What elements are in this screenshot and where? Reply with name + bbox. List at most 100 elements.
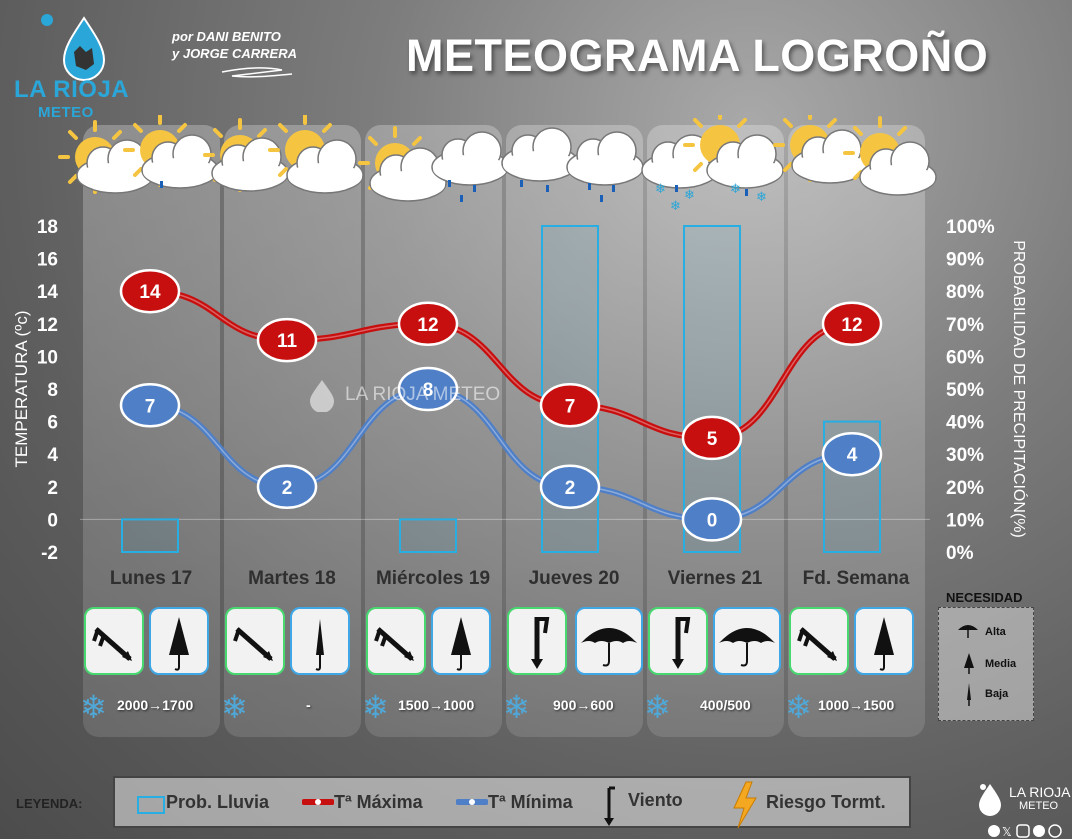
min-temp-label: 8: [423, 380, 434, 401]
open-umbrella-icon: [581, 628, 637, 667]
y2-tick-label: 30%: [946, 445, 984, 466]
authors-line2: y JORGE CARRERA: [172, 46, 297, 61]
svg-text:❄: ❄: [670, 198, 681, 213]
svg-text:❄: ❄: [503, 690, 530, 724]
legend-wind: Viento: [628, 790, 683, 810]
y2-tick-label: 100%: [946, 217, 995, 238]
thin-umbrella-icon: [315, 619, 324, 671]
y-tick-label: 6: [47, 413, 58, 434]
snow-level: 2000→1700: [117, 697, 194, 713]
partly-cloudy-icon: [773, 115, 869, 184]
legend-min: Tª Mínima: [488, 792, 573, 812]
y-tick-label: -2: [41, 543, 58, 564]
umbrella-box: [431, 607, 491, 675]
min-temp-point: [256, 464, 318, 510]
y2-tick-label: 40%: [946, 413, 984, 434]
footer-logo-line2: METEO: [1019, 800, 1059, 812]
max-temp-point: [821, 301, 883, 347]
snow-level: -: [306, 697, 311, 713]
min-temp-line-highlight: [149, 388, 853, 521]
min-temp-label: 0: [707, 510, 718, 531]
max-temp-point: [397, 301, 459, 347]
logo-drop-icon: [41, 14, 106, 81]
svg-text:❄: ❄: [756, 189, 767, 204]
max-temp-line: [147, 288, 855, 441]
y2-tick-label: 80%: [946, 282, 984, 303]
cloud-rain-icon: [566, 131, 644, 202]
day-label: Jueves 20: [528, 568, 620, 589]
max-temp-label: 7: [565, 396, 576, 417]
watermark: LA RIOJA METEO: [305, 378, 500, 412]
facebook-icon[interactable]: [988, 825, 1000, 837]
necesidad-media: Media: [985, 658, 1017, 670]
snowflake-icon: ❄: [80, 690, 107, 724]
umbrella-box: [149, 607, 209, 675]
legend-storm: Riesgo Tormt.: [766, 792, 886, 812]
cloud-snow-icon: ❄❄❄: [641, 134, 719, 213]
y-tick-label: 16: [37, 250, 58, 271]
thin-umbrella-icon: [967, 683, 971, 706]
arrow-icon: [797, 627, 837, 661]
svg-text:❄: ❄: [655, 181, 666, 196]
max-temp-point: [119, 268, 181, 314]
snowflake-icon: ❄: [503, 690, 530, 724]
whatsapp-icon[interactable]: [1048, 824, 1062, 838]
y2-tick-label: 70%: [946, 315, 984, 336]
arrow-icon: [92, 627, 132, 661]
signature-icon: [221, 67, 293, 78]
snowflake-icons: ❄ ❄ ❄ ❄ ❄ ❄: [80, 690, 812, 724]
logo-line1: LA RIOJA: [14, 76, 130, 103]
snow-level: 900→600: [553, 697, 614, 713]
instagram-icon[interactable]: [1016, 824, 1030, 838]
cloud-snow-icon: ❄❄: [683, 115, 784, 204]
necesidad-baja: Baja: [985, 688, 1009, 700]
rain-bar: [121, 518, 179, 553]
legend-rain-swatch: [137, 796, 165, 814]
social-icons[interactable]: 𝕏: [987, 824, 1069, 838]
wind-arrow-icon: [604, 786, 615, 826]
y-tick-label: 0: [47, 510, 58, 531]
y-tick-label: 2: [47, 478, 58, 499]
svg-text:❄: ❄: [362, 690, 389, 724]
umbrella-box: [575, 607, 643, 675]
x-icon[interactable]: 𝕏: [1002, 825, 1012, 838]
umbrella-box: [854, 607, 914, 675]
legend-box: [113, 776, 911, 828]
closed-umbrella-icon: [874, 617, 894, 671]
closed-umbrella-icon: [169, 617, 189, 671]
partly-cloudy-icon: [58, 120, 154, 194]
svg-text:❄: ❄: [221, 690, 248, 724]
umbrella-box: [290, 607, 350, 675]
y2-axis-title: PROBABILIDAD DE PRECIPITACIÓN(%): [1010, 240, 1029, 538]
day-label: Lunes 17: [109, 568, 193, 589]
cloud-rain-icon: [123, 115, 219, 189]
partly-cloudy-icon: [203, 118, 289, 192]
legend-min-swatch: [456, 799, 488, 805]
telegram-icon[interactable]: [1033, 825, 1045, 837]
day-label: Viernes 21: [667, 568, 763, 589]
y-tick-label: 12: [37, 315, 58, 336]
logo-line2: METEO: [38, 104, 94, 121]
umbrella-box: [713, 607, 781, 675]
min-temp-point: [681, 497, 743, 542]
min-temp-point: [821, 431, 883, 477]
weather-icons-row: ❄❄❄ ❄❄: [58, 115, 937, 213]
y2-tick-label: 60%: [946, 347, 984, 368]
wind-box: [84, 607, 144, 675]
svg-text:❄: ❄: [730, 181, 741, 196]
watermark-text: LA RIOJA METEO: [345, 384, 501, 405]
y-axis-title: TEMPERATURA (ºc): [12, 310, 31, 467]
y-tick-label: 18: [37, 217, 58, 238]
day-label: Miércoles 19: [375, 568, 491, 589]
authors: por DANI BENITO y JORGE CARRERA: [172, 28, 332, 96]
strong-wind-icon: [672, 617, 691, 669]
snowflake-icon: ❄: [785, 690, 812, 724]
footer-drop-icon: [979, 784, 1001, 816]
min-temp-label: 2: [565, 478, 576, 499]
footer-logo-line1: LA RIOJA: [1009, 784, 1071, 800]
max-temp-label: 12: [417, 315, 438, 336]
snow-level: 1000→1500: [818, 697, 895, 713]
y-tick-label: 14: [37, 282, 59, 303]
y2-tick-label: 50%: [946, 380, 984, 401]
closed-umbrella-icon: [451, 617, 471, 671]
